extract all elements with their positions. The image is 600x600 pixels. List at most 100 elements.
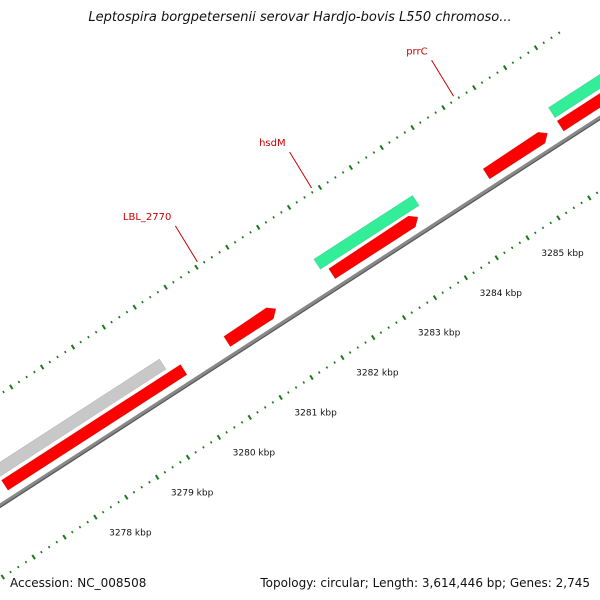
ruler-tick-label: 3283 kbp <box>418 329 461 339</box>
inner-tick <box>425 301 429 305</box>
inner-tick <box>525 235 530 241</box>
inner-tick <box>587 195 592 201</box>
inner-tick <box>185 454 191 460</box>
inner-tick <box>93 514 98 520</box>
inner-tick <box>9 570 12 574</box>
inner-tick <box>55 540 59 544</box>
outer-tick <box>426 116 430 119</box>
inner-tick <box>40 550 43 554</box>
inner-tick <box>124 494 129 500</box>
inner-tick <box>78 525 82 529</box>
inner-tick <box>154 474 160 480</box>
inner-tick <box>432 295 438 301</box>
inner-tick <box>132 490 136 494</box>
outer-tick <box>465 91 468 94</box>
ruler-tick-label: 3281 kbp <box>294 409 337 419</box>
inner-tick <box>572 206 576 210</box>
inner-tick <box>101 510 105 514</box>
outer-tick <box>39 364 45 370</box>
outer-tick <box>156 290 160 294</box>
outer-tick <box>348 164 354 171</box>
inner-tick <box>109 505 113 509</box>
ruler-tick-label: 3279 kbp <box>171 488 214 498</box>
inner-tick <box>333 361 336 364</box>
outer-tick <box>457 96 461 99</box>
inner-tick <box>494 255 499 261</box>
inner-tick <box>194 450 198 454</box>
inner-tick <box>510 246 514 250</box>
outer-tick <box>9 384 14 390</box>
inner-tick <box>463 275 469 281</box>
topology-summary-text: Topology: circular; Length: 3,614,446 bp… <box>260 576 590 590</box>
accession-text: Accession: NC_008508 <box>10 576 147 590</box>
outer-tick <box>496 71 499 75</box>
inner-tick <box>364 341 367 344</box>
outer-tick <box>125 310 129 314</box>
inner-tick <box>556 215 561 221</box>
inner-tick <box>216 434 222 440</box>
backbone-shadow <box>0 117 600 509</box>
inner-tick <box>16 565 20 569</box>
outer-tick <box>372 151 376 154</box>
inner-tick <box>487 261 491 265</box>
outer-tick <box>163 284 168 290</box>
inner-tick <box>171 465 174 469</box>
inner-tick <box>0 574 5 580</box>
outer-tick <box>25 375 28 379</box>
inner-tick <box>62 534 67 540</box>
outer-tick <box>101 324 107 330</box>
inner-tick <box>480 266 483 270</box>
inner-tick <box>441 291 444 295</box>
outer-tick <box>56 355 59 359</box>
outer-tick <box>87 335 90 339</box>
inner-tick <box>209 440 213 444</box>
outer-tick <box>172 280 175 284</box>
outer-tick <box>441 104 446 111</box>
outer-tick <box>202 260 206 264</box>
outer-tick <box>511 61 515 65</box>
outer-tick <box>449 101 453 104</box>
inner-tick <box>294 386 298 389</box>
gene-label-leader <box>289 151 313 189</box>
inner-tick <box>271 401 275 404</box>
outer-tick <box>395 136 399 139</box>
feature-red-bar <box>328 215 419 280</box>
inner-tick <box>225 431 228 434</box>
inner-tick <box>595 191 599 195</box>
inner-tick <box>278 394 283 401</box>
outer-tick <box>403 131 407 134</box>
inner-tick <box>348 351 352 354</box>
outer-tick <box>63 350 67 354</box>
gene-label: LBL_2770 <box>123 212 171 223</box>
outer-tick <box>434 111 437 114</box>
inner-tick <box>541 226 545 230</box>
inner-tick <box>202 445 205 449</box>
outer-tick <box>519 56 522 60</box>
inner-tick <box>287 391 290 394</box>
inner-tick <box>309 374 314 381</box>
outer-tick <box>187 270 191 274</box>
inner-tick <box>256 411 259 414</box>
ruler-tick-label: 3278 kbp <box>109 528 152 538</box>
ruler-tick-label: 3282 kbp <box>356 369 399 379</box>
outer-tick <box>210 255 214 259</box>
outer-tick <box>241 235 245 239</box>
inner-tick <box>387 326 390 329</box>
inner-tick <box>356 346 360 349</box>
outer-tick <box>2 390 5 394</box>
inner-tick <box>472 271 475 275</box>
outer-tick <box>364 156 368 159</box>
outer-tick <box>17 380 21 384</box>
outer-tick <box>218 250 221 254</box>
outer-tick <box>110 320 113 324</box>
inner-tick <box>148 480 151 484</box>
outer-tick <box>249 230 252 234</box>
gene-label: prrC <box>406 46 427 57</box>
outer-tick <box>148 295 152 299</box>
outer-tick <box>280 211 283 214</box>
outer-tick <box>70 344 76 350</box>
inner-tick <box>179 460 182 464</box>
outer-tick <box>132 304 137 310</box>
outer-tick <box>272 215 275 219</box>
feature-red-bar <box>1 364 188 491</box>
